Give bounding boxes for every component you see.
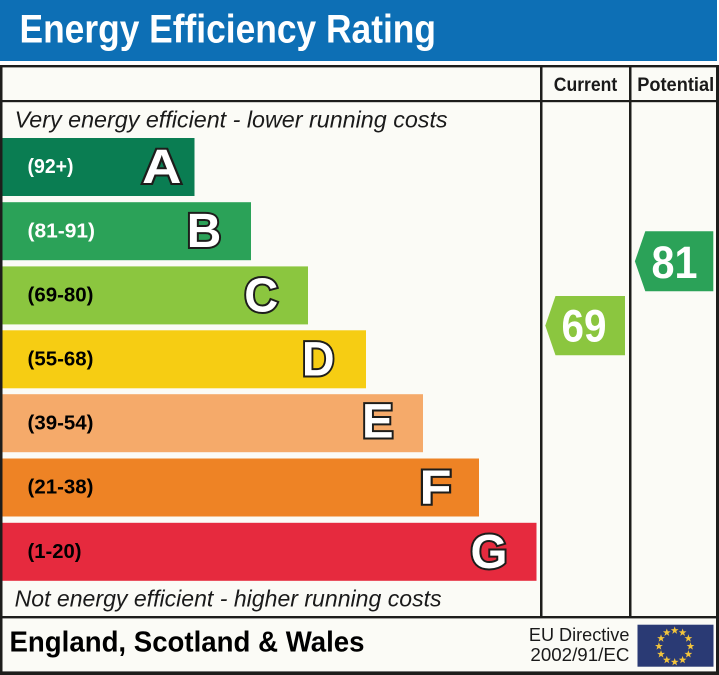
svg-text:(81-91): (81-91)	[28, 220, 96, 242]
svg-text:EU Directive: EU Directive	[529, 625, 630, 645]
svg-text:(69-80): (69-80)	[28, 285, 94, 307]
svg-text:Potential: Potential	[637, 74, 714, 96]
svg-text:69: 69	[562, 301, 607, 352]
svg-text:2002/91/EC: 2002/91/EC	[530, 645, 629, 665]
svg-text:D: D	[302, 333, 335, 386]
svg-text:Not energy efficient - higher: Not energy efficient - higher running co…	[15, 586, 442, 612]
svg-text:(55-68): (55-68)	[28, 348, 94, 370]
svg-text:G: G	[471, 526, 508, 579]
svg-text:F: F	[420, 462, 452, 515]
svg-text:81: 81	[652, 237, 698, 288]
svg-text:B: B	[187, 205, 222, 258]
svg-text:Current: Current	[554, 74, 618, 96]
svg-text:A: A	[142, 141, 182, 194]
svg-text:E: E	[362, 396, 394, 449]
svg-text:(39-54): (39-54)	[28, 412, 94, 434]
svg-text:England, Scotland & Wales: England, Scotland & Wales	[10, 626, 365, 658]
svg-text:(1-20): (1-20)	[28, 541, 82, 563]
svg-text:Energy Efficiency Rating: Energy Efficiency Rating	[20, 8, 437, 52]
svg-text:Very energy efficient - lower: Very energy efficient - lower running co…	[15, 106, 448, 132]
svg-text:(92+): (92+)	[28, 156, 74, 178]
svg-text:(21-38): (21-38)	[28, 477, 94, 499]
svg-text:C: C	[244, 269, 278, 322]
